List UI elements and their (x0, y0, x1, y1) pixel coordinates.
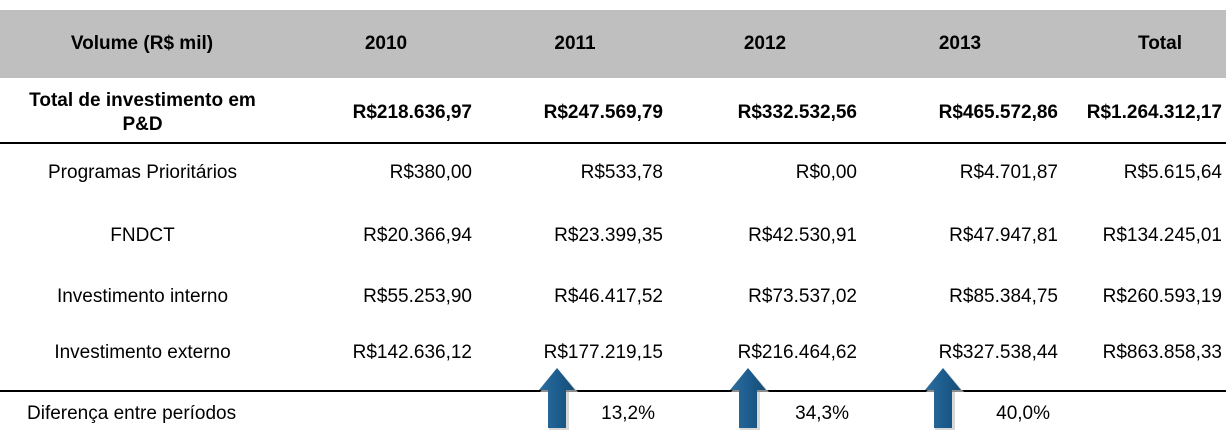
cell-value: R$55.253,90 (363, 286, 472, 307)
cell-value: R$73.537,02 (748, 286, 857, 307)
cell-value: R$327.538,44 (938, 342, 1058, 363)
column-header: 2010 (364, 33, 408, 54)
cell-value: R$380,00 (389, 162, 472, 183)
cell-value: R$218.636,97 (352, 102, 472, 123)
cell-value: R$533,78 (580, 162, 663, 183)
row-label: Investimento externo (54, 342, 231, 363)
cell-value: R$46.417,52 (554, 286, 663, 307)
cell-value: R$42.530,91 (748, 225, 857, 246)
column-header: Volume (R$ mil) (70, 33, 214, 54)
cell-value: R$4.701,87 (959, 162, 1058, 183)
row-label: Total de investimento em P&D (29, 90, 256, 135)
cell-value: R$332.532,56 (737, 102, 857, 123)
row-label: FNDCT (110, 225, 175, 246)
column-header: 2012 (743, 33, 787, 54)
up-arrow (539, 368, 578, 430)
cell-value: R$20.366,94 (363, 225, 472, 246)
cell-value: R$177.219,15 (543, 342, 663, 363)
row-rule (0, 390, 1226, 392)
cell-value: R$23.399,35 (554, 225, 663, 246)
cell-value: R$5.615,64 (1123, 162, 1222, 183)
cell-value: R$47.947,81 (949, 225, 1058, 246)
cell-value: R$465.572,86 (938, 102, 1058, 123)
cell-value: R$85.384,75 (949, 286, 1058, 307)
cell-value: R$216.464,62 (737, 342, 857, 363)
column-header: Total (1138, 33, 1182, 54)
column-header: 2013 (938, 33, 982, 54)
cell-value: R$134.245,01 (1102, 225, 1222, 246)
up-arrow (730, 368, 769, 430)
row-label: Programas Prioritários (48, 162, 237, 183)
row-rule (0, 142, 1226, 144)
difference-value: 13,2% (601, 403, 655, 424)
cell-value: R$247.569,79 (543, 102, 663, 123)
difference-value: 40,0% (996, 403, 1050, 424)
cell-value: R$1.264.312,17 (1086, 102, 1222, 123)
row-label: Diferença entre períodos (27, 403, 237, 424)
cell-value: R$863.858,33 (1102, 342, 1222, 363)
row-label: Investimento interno (56, 286, 229, 307)
cell-value: R$0,00 (795, 162, 857, 183)
header-band (0, 10, 1226, 78)
up-arrow (925, 368, 964, 430)
column-header: 2011 (554, 33, 596, 54)
cell-value: R$260.593,19 (1102, 286, 1222, 307)
difference-value: 34,3% (795, 403, 849, 424)
cell-value: R$142.636,12 (352, 342, 472, 363)
